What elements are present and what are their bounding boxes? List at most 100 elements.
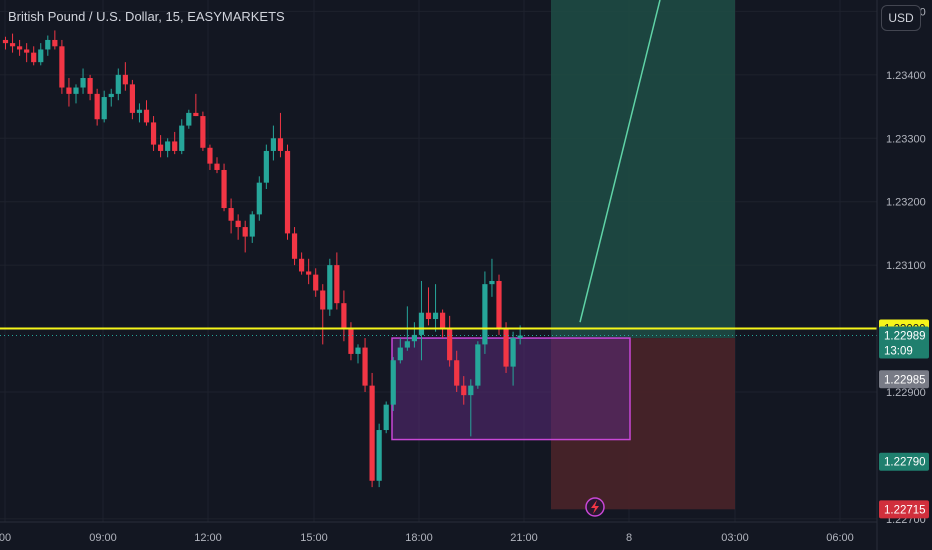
target-price-label-box (879, 452, 929, 471)
candle (235, 214, 241, 240)
candle-body (334, 265, 340, 304)
candle (432, 284, 439, 332)
candle (284, 144, 291, 240)
candle-body (411, 334, 417, 342)
candle (313, 268, 319, 297)
price-tick-label: 1.23300 (886, 133, 926, 145)
last-price-label: 1.22989 13:09 (879, 326, 929, 359)
target-price-label-text: 1.22790 (884, 457, 926, 469)
candle-body (52, 39, 58, 47)
candle-body (193, 112, 199, 117)
candle-body (432, 312, 439, 320)
candle-body (454, 360, 460, 386)
candle (221, 163, 227, 212)
candle (510, 331, 516, 386)
candle-body (221, 169, 227, 209)
candle (475, 341, 481, 389)
candle (2, 36, 9, 50)
candle-body (447, 328, 453, 361)
candle-body (2, 39, 9, 44)
candle-body (320, 290, 326, 310)
candle (31, 46, 37, 66)
candle (341, 290, 347, 342)
candle (249, 211, 255, 243)
candle (390, 357, 396, 412)
candle (461, 376, 467, 405)
candle-body (73, 87, 79, 94)
candle (454, 350, 460, 392)
currency-button[interactable]: USD (881, 5, 921, 31)
candle-body (482, 284, 488, 345)
candle-body (306, 271, 312, 275)
candle-body (235, 220, 241, 228)
chart-title: British Pound / U.S. Dollar, 15, EASYMAR… (8, 9, 285, 24)
candle-body (263, 150, 269, 183)
candle-body (129, 84, 135, 113)
candle (179, 119, 185, 155)
candle (143, 100, 150, 126)
candle-body (101, 97, 107, 120)
candle (45, 35, 51, 56)
candle-body (284, 150, 291, 234)
time-tick-label: 21:00 (510, 532, 538, 544)
candle-body (404, 341, 410, 348)
candle-body (94, 93, 100, 120)
candle-body (122, 74, 128, 85)
candle-body (503, 328, 509, 367)
zone-price-label: 1.22985 (879, 370, 929, 389)
price-tick-label: 1.23100 (886, 260, 926, 272)
candle-body (341, 303, 347, 329)
candle (193, 93, 199, 117)
candle (108, 88, 114, 107)
candle (186, 109, 192, 129)
candle (66, 78, 72, 107)
countdown-label: 13:09 (884, 346, 913, 358)
candle-body (9, 43, 16, 47)
candle (376, 423, 382, 488)
candle (207, 144, 213, 170)
candle (411, 322, 417, 348)
candle (52, 30, 58, 50)
price-tick-label: 1.22900 (886, 387, 926, 399)
candle (306, 258, 312, 285)
candle (291, 227, 298, 266)
candle-body (24, 49, 30, 53)
candle-body (425, 312, 432, 320)
candle-body (397, 347, 403, 361)
candle-body (186, 112, 192, 126)
candle-body (228, 208, 234, 221)
candle-body (517, 335, 523, 339)
candle-body (510, 338, 516, 367)
candle (299, 252, 305, 275)
candle-body (59, 46, 65, 88)
candle (397, 338, 403, 364)
candle-body (158, 144, 164, 151)
candle (38, 43, 44, 66)
candle (277, 112, 284, 158)
candle (150, 116, 157, 151)
candle (489, 258, 495, 297)
candle-body (355, 347, 361, 354)
candle-body (277, 138, 284, 151)
candle-body (200, 116, 206, 148)
stop-price-label-text: 1.22715 (884, 504, 926, 516)
candle (334, 252, 340, 310)
candle-body (291, 233, 298, 259)
candle (440, 309, 446, 339)
time-tick-label: 18:00 (405, 532, 433, 544)
candle-body (468, 385, 474, 396)
stop-price-label-box (879, 500, 929, 519)
candle (87, 74, 93, 101)
candle-body (475, 344, 481, 386)
candle-body (150, 122, 157, 145)
candle (73, 84, 79, 104)
candle-body (461, 385, 467, 396)
stop-price-label: 1.22715 (879, 500, 929, 519)
candle-body (242, 227, 248, 237)
candle (136, 103, 143, 123)
event-icon-bolt (591, 500, 599, 514)
candle-body (45, 39, 51, 50)
candle (129, 79, 135, 120)
time-tick-label: 15:00 (300, 532, 328, 544)
